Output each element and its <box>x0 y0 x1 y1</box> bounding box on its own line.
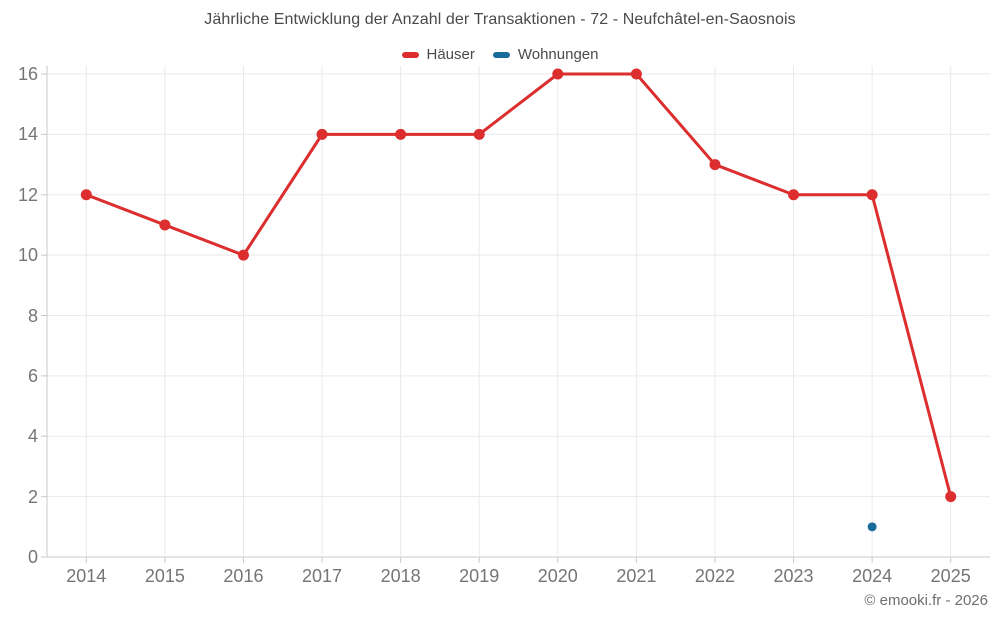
data-point-häuser[interactable] <box>630 68 642 80</box>
legend-label-wohnungen: Wohnungen <box>517 46 599 63</box>
data-point-häuser[interactable] <box>945 491 957 503</box>
y-axis-label: 6 <box>27 365 38 386</box>
x-axis-label: 2023 <box>773 566 814 586</box>
x-axis-label: 2016 <box>223 566 264 586</box>
data-point-häuser[interactable] <box>788 189 800 201</box>
data-point-häuser[interactable] <box>316 128 328 140</box>
y-axis-label: 0 <box>27 547 38 567</box>
y-axis-label: 2 <box>27 486 38 507</box>
x-axis-label: 2025 <box>930 566 971 586</box>
x-axis-label: 2020 <box>537 566 578 586</box>
x-axis-label: 2015 <box>144 566 185 586</box>
data-point-wohnungen[interactable] <box>867 522 877 532</box>
chart-title: Jährliche Entwicklung der Anzahl der Tra… <box>204 11 796 28</box>
x-axis-label: 2017 <box>302 566 343 586</box>
y-axis-label: 8 <box>27 305 38 326</box>
data-point-häuser[interactable] <box>866 189 878 201</box>
legend-item-haeuser[interactable]: Häuser <box>401 46 475 63</box>
legend-item-wohnungen[interactable]: Wohnungen <box>492 46 599 63</box>
chart-legend: Häuser Wohnungen <box>0 46 1000 63</box>
y-axis-label: 16 <box>17 64 38 84</box>
x-axis-label: 2024 <box>852 566 893 586</box>
x-axis-label: 2022 <box>694 566 735 586</box>
series-line-häuser <box>84 72 953 499</box>
y-axis-label: 10 <box>17 245 38 266</box>
data-point-häuser[interactable] <box>473 128 485 140</box>
x-axis-label: 2014 <box>66 566 107 586</box>
copyright-text: © emooki.fr - 2026 <box>864 592 988 609</box>
data-point-häuser[interactable] <box>159 219 171 231</box>
legend-swatch-wohnungen-icon <box>492 51 510 58</box>
data-point-häuser[interactable] <box>237 249 249 261</box>
data-point-häuser[interactable] <box>80 189 92 201</box>
y-axis-label: 4 <box>27 426 38 447</box>
y-axis-label: 14 <box>17 124 38 145</box>
x-axis-label: 2021 <box>616 566 657 586</box>
data-point-häuser[interactable] <box>552 68 564 80</box>
x-axis-label: 2019 <box>459 566 500 586</box>
x-axis-label: 2018 <box>380 566 421 586</box>
y-axis-label: 12 <box>17 184 38 205</box>
legend-label-haeuser: Häuser <box>426 46 475 63</box>
data-point-häuser[interactable] <box>709 159 721 171</box>
data-point-häuser[interactable] <box>395 128 407 140</box>
legend-swatch-haeuser-icon <box>401 51 419 58</box>
